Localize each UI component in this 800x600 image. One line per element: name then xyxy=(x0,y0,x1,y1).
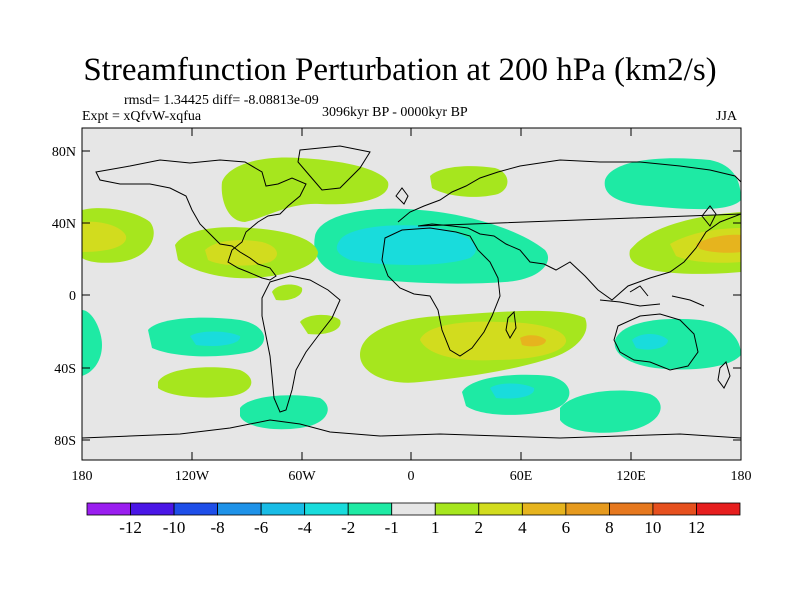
colorbar-label: -6 xyxy=(254,518,268,537)
period-label: 3096kyr BP - 0000kyr BP xyxy=(322,105,468,120)
colorbar-swatch xyxy=(173,502,218,516)
stats-label: rmsd= 1.34425 diff= -8.08813e-09 xyxy=(124,93,319,108)
season-label: JJA xyxy=(716,109,738,124)
colorbar-label: -12 xyxy=(119,518,142,537)
colorbar-label: 1 xyxy=(431,518,440,537)
contour-positive-safrica-mid xyxy=(420,321,567,361)
lon-label-60w: 60W xyxy=(288,469,316,484)
colorbar-swatch xyxy=(565,502,610,516)
contour-negative-west-edge xyxy=(82,310,102,376)
contour-negative-south-of-australia xyxy=(560,390,661,433)
contour-negative-southern-ocean xyxy=(240,395,328,430)
colorbar-label: 6 xyxy=(562,518,571,537)
colorbar-label: -1 xyxy=(385,518,399,537)
colorbar-label: 4 xyxy=(518,518,527,537)
colorbar-label: -10 xyxy=(163,518,186,537)
coastlines xyxy=(82,145,741,439)
colorbar-swatch xyxy=(391,502,436,516)
coast-japan xyxy=(701,205,717,227)
contour-negative-australia xyxy=(614,318,741,370)
colorbar-swatch xyxy=(478,502,523,516)
colorbar-swatch xyxy=(304,502,349,516)
lat-label-80s: 80S xyxy=(54,434,76,449)
coast-north-america xyxy=(95,159,307,281)
experiment-label: Expt = xQfvW-xqfua xyxy=(82,109,202,124)
colorbar-swatch xyxy=(521,502,567,516)
contour-negative-sindian-core xyxy=(490,383,535,399)
lat-label-eq: 0 xyxy=(69,289,76,304)
contour-negative-sepacific-core xyxy=(190,331,241,346)
colorbar-label: -4 xyxy=(298,518,313,537)
lon-label-0: 0 xyxy=(408,469,415,484)
colorbar-swatch xyxy=(347,502,393,516)
coast-greenland xyxy=(297,145,371,191)
lon-label-120w: 120W xyxy=(175,469,210,484)
lon-label-180e: 180 xyxy=(731,469,752,484)
contour-fields xyxy=(82,145,741,439)
coast-new-zealand xyxy=(717,361,731,389)
coast-eurasia xyxy=(397,159,741,301)
coast-antarctica xyxy=(82,419,741,439)
contour-positive-npacific-core xyxy=(696,234,741,253)
colorbar-swatch xyxy=(696,502,741,516)
contour-negative-atlantic-core xyxy=(336,225,476,265)
axis-ticks xyxy=(82,128,741,460)
lon-label-120e: 120E xyxy=(616,469,646,484)
colorbar-swatch xyxy=(434,502,480,516)
lon-label-180w: 180 xyxy=(72,469,93,484)
contour-positive-canada xyxy=(221,157,389,222)
coast-madagascar xyxy=(505,310,517,340)
colorbar-label: 10 xyxy=(644,518,661,537)
coast-south-america xyxy=(261,275,341,413)
colorbar-swatch xyxy=(609,502,654,516)
lat-label-40s: 40S xyxy=(54,362,76,377)
colorbar-swatch xyxy=(217,502,262,516)
coast-uk xyxy=(395,187,409,205)
colorbar-label: 2 xyxy=(475,518,484,537)
contour-positive-europe xyxy=(430,166,508,197)
contour-positive-spacific xyxy=(158,367,252,398)
colorbar-label: 12 xyxy=(688,518,705,537)
colorbar-swatch xyxy=(86,502,131,516)
contour-negative-asia xyxy=(604,158,741,210)
contour-positive-westpacific-core xyxy=(82,221,127,252)
colorbar: -12 -10 -8 -6 -4 -2 -1 1 2 4 6 8 10 12 xyxy=(86,502,741,537)
contour-positive-safrica-core xyxy=(520,335,546,347)
colorbar-swatch xyxy=(130,502,175,516)
lat-label-80n: 80N xyxy=(52,145,76,160)
lon-label-60e: 60E xyxy=(510,469,533,484)
colorbar-label: -2 xyxy=(341,518,355,537)
colorbar-label: 8 xyxy=(605,518,614,537)
lat-label-40n: 40N xyxy=(52,217,76,232)
coast-africa xyxy=(381,227,501,357)
colorbar-swatch xyxy=(652,502,697,516)
contour-positive-samerica-small xyxy=(272,284,303,301)
coast-indonesia xyxy=(599,285,705,307)
colorbar-label: -8 xyxy=(211,518,225,537)
chart-title: Streamfunction Perturbation at 200 hPa (… xyxy=(83,52,717,88)
coast-australia xyxy=(613,313,699,371)
colorbar-swatch xyxy=(260,502,306,516)
contour-negative-australia-core xyxy=(632,334,668,350)
